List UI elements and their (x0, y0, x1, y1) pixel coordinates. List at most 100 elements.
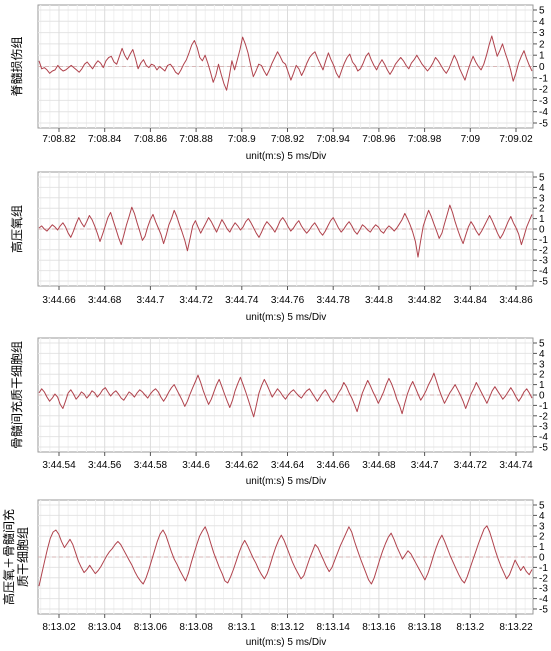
x-tick-label: 7:08.94 (317, 134, 351, 145)
y-tick-label: -2 (539, 573, 548, 584)
x-tick-label: 7:08.98 (408, 134, 442, 145)
x-tick-label: 3:44.7 (136, 295, 164, 306)
y-tick-label: 3 (539, 28, 545, 39)
x-tick-label: 8:13.04 (88, 622, 122, 633)
y-tick-label: -1 (539, 73, 548, 84)
x-tick-label: 7:08.82 (42, 134, 76, 145)
x-axis-label: unit(m:s) 5 ms/Div (246, 312, 327, 323)
x-axis-label: unit(m:s) 5 ms/Div (246, 151, 327, 162)
x-tick-label: 7:08.96 (362, 134, 396, 145)
x-axis-label: unit(m:s) 5 ms/Div (246, 476, 327, 487)
x-tick-label: 7:08.92 (271, 134, 305, 145)
x-tick-label: 3:44.8 (365, 295, 393, 306)
y-tick-label: 4 (539, 511, 545, 522)
x-tick-label: 3:44.82 (408, 295, 442, 306)
x-axis-label: unit(m:s) 5 ms/Div (246, 637, 327, 648)
y-tick-label: 5 (539, 339, 545, 350)
x-tick-label: 8:13.22 (499, 622, 533, 633)
y-tick-label: 4 (539, 349, 545, 360)
y-tick-label: -3 (539, 96, 548, 107)
y-tick-label: -1 (539, 235, 548, 246)
y-tick-label: 1 (539, 542, 545, 553)
y-tick-label: -4 (539, 594, 548, 605)
y-tick-label: -5 (539, 605, 548, 616)
y-tick-label: -3 (539, 422, 548, 433)
y-tick-label: 4 (539, 17, 545, 28)
x-tick-label: 8:13.2 (456, 622, 484, 633)
y-tick-label: 2 (539, 39, 545, 50)
x-tick-label: 3:44.78 (317, 295, 351, 306)
x-tick-label: 8:13.1 (228, 622, 256, 633)
x-tick-label: 3:44.7 (411, 460, 439, 471)
y-tick-label: -2 (539, 85, 548, 96)
x-tick-label: 7:08.84 (88, 134, 122, 145)
x-tick-label: 3:44.6 (182, 460, 210, 471)
y-tick-label: -1 (539, 401, 548, 412)
y-tick-label: 2 (539, 370, 545, 381)
x-tick-label: 7:09 (461, 134, 481, 145)
y-tick-label: 3 (539, 359, 545, 370)
x-tick-label: 3:44.86 (499, 295, 533, 306)
x-tick-label: 3:44.68 (88, 295, 122, 306)
y-tick-label: 1 (539, 51, 545, 62)
y-tick-label: -1 (539, 563, 548, 574)
x-tick-label: 3:44.64 (271, 460, 305, 471)
panel-title: 高压氧＋骨髓间充 (1, 509, 16, 605)
y-tick-label: 0 (539, 225, 545, 236)
y-tick-label: 1 (539, 380, 545, 391)
y-tick-label: -4 (539, 107, 548, 118)
y-tick-label: -3 (539, 256, 548, 267)
y-tick-label: 0 (539, 553, 545, 564)
y-tick-label: 2 (539, 532, 545, 543)
x-tick-label: 7:08.86 (134, 134, 168, 145)
x-tick-label: 3:44.54 (42, 460, 76, 471)
y-tick-label: -4 (539, 432, 548, 443)
x-tick-label: 3:44.66 (42, 295, 76, 306)
x-tick-label: 7:09.02 (499, 134, 533, 145)
y-tick-label: -3 (539, 584, 548, 595)
x-tick-label: 3:44.72 (454, 460, 488, 471)
series-line-1 (38, 204, 533, 258)
x-tick-label: 3:44.84 (454, 295, 488, 306)
panel-title: 脊髓损伤组 (10, 36, 24, 96)
x-tick-label: 7:08.9 (228, 134, 256, 145)
x-tick-label: 8:13.06 (134, 622, 168, 633)
y-tick-label: -5 (539, 277, 548, 288)
y-tick-label: -5 (539, 119, 548, 130)
x-tick-label: 3:44.56 (88, 460, 122, 471)
y-tick-label: 3 (539, 193, 545, 204)
x-tick-label: 3:44.66 (317, 460, 351, 471)
x-tick-label: 8:13.12 (271, 622, 305, 633)
x-tick-label: 8:13.08 (179, 622, 213, 633)
x-tick-label: 8:13.16 (362, 622, 396, 633)
x-tick-label: 3:44.74 (225, 295, 259, 306)
series-line-1 (38, 525, 533, 587)
y-tick-label: 0 (539, 391, 545, 402)
x-tick-label: 3:44.72 (179, 295, 213, 306)
x-tick-label: 3:44.62 (225, 460, 259, 471)
x-tick-label: 3:44.68 (362, 460, 396, 471)
x-tick-label: 8:13.14 (317, 622, 351, 633)
y-tick-label: 4 (539, 183, 545, 194)
panel-title: 骨髓间充质干细胞组 (9, 341, 24, 449)
y-tick-label: -4 (539, 266, 548, 277)
x-tick-label: 3:44.74 (499, 460, 533, 471)
y-tick-label: 1 (539, 214, 545, 225)
x-tick-label: 8:13.02 (42, 622, 76, 633)
y-tick-label: 2 (539, 204, 545, 215)
y-tick-label: 0 (539, 62, 545, 73)
x-tick-label: 3:44.58 (134, 460, 168, 471)
y-tick-label: -5 (539, 443, 548, 454)
y-tick-label: -2 (539, 245, 548, 256)
panel-title-line-2: 质干细胞组 (16, 527, 30, 587)
y-tick-label: 5 (539, 173, 545, 184)
panel-title: 高压氧组 (9, 205, 24, 253)
series-line-1 (38, 372, 533, 418)
y-tick-label: 3 (539, 521, 545, 532)
x-tick-label: 8:13.18 (408, 622, 442, 633)
